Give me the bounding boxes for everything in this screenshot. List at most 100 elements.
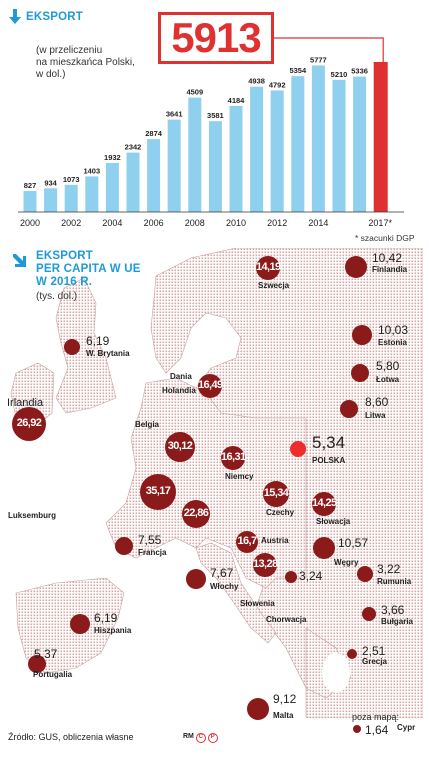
country-label: Dania	[170, 372, 192, 381]
bar-2000	[23, 191, 37, 212]
marker-value: 3,66	[381, 603, 405, 617]
marker-circle	[12, 407, 46, 441]
bar-2003	[85, 176, 99, 212]
arrow-down-icon	[9, 9, 21, 24]
logos: RM C P	[183, 733, 218, 743]
marker-circle	[357, 566, 373, 582]
marker-value: 10,57	[338, 536, 369, 550]
bar-2002	[64, 184, 78, 212]
bar-value-label: 5210	[331, 70, 348, 79]
marker-circle	[70, 614, 90, 634]
arrow-down-right-icon	[13, 254, 26, 267]
bar-value-label: 4509	[186, 88, 203, 97]
bar-2015	[332, 79, 346, 212]
logo-p-icon: P	[207, 733, 218, 743]
country-label: Bułgaria	[381, 617, 414, 626]
x-tick-label: 2004	[102, 218, 122, 228]
bar-2009	[208, 121, 222, 212]
bar-2001	[44, 188, 58, 212]
footnote: * szacunki DGP	[355, 233, 415, 243]
country-label: Szwecja	[258, 281, 290, 290]
bar-2010	[229, 105, 243, 212]
marker-value: 5,34	[312, 433, 346, 452]
export-subtitle-line-2: na mieszkańca Polski,	[36, 57, 135, 68]
x-tick-label: 2008	[185, 218, 205, 228]
source-note: Źródło: GUS, obliczenia własne	[8, 732, 134, 742]
country-label: Portugalia	[33, 670, 73, 679]
marker-value: 16,31	[221, 451, 246, 463]
export-title: EKSPORT	[26, 11, 83, 23]
x-tick-label: 2006	[144, 218, 164, 228]
export-subtitle-line-3: w dol.)	[36, 69, 66, 80]
country-label: Czechy	[266, 508, 295, 517]
marker-value: 10,42	[372, 251, 403, 265]
x-tick-label: 2012	[267, 218, 287, 228]
marker-value: 15,34	[263, 487, 289, 499]
marker-circle	[221, 446, 245, 470]
bar-2008	[188, 97, 202, 212]
marker-value: 3,22	[377, 562, 401, 576]
marker-circle	[236, 531, 258, 553]
marker-value: 14,19	[256, 261, 281, 273]
country-label: Węgry	[334, 558, 359, 567]
marker-value: 16,7	[237, 535, 257, 547]
bar-2013	[291, 76, 305, 212]
bar-2017*	[373, 62, 388, 212]
highlight-value-box: 5913	[158, 12, 274, 64]
marker-circle	[165, 432, 195, 462]
marker-value: 1,64	[365, 723, 389, 737]
marker-value: 22,86	[183, 507, 209, 519]
marker-value: 3,24	[299, 569, 323, 583]
marker-circle	[312, 492, 336, 516]
country-label: Irlandia	[7, 397, 44, 409]
marker-value: 10,03	[378, 323, 409, 337]
bar-value-label: 4184	[228, 96, 246, 105]
country-label: Cypr	[397, 723, 416, 732]
x-tick-label: 2010	[226, 218, 246, 228]
bar-value-label: 5777	[310, 55, 327, 64]
country-label: POLSKA	[312, 456, 346, 465]
bar-value-label: 2874	[145, 129, 163, 138]
country-label: Belgia	[135, 420, 160, 429]
bar-value-label: 3641	[166, 110, 183, 119]
sea-patches	[322, 653, 350, 693]
bar-2012	[270, 90, 284, 212]
marker-circle	[351, 364, 369, 382]
bar-value-label: 3581	[207, 111, 224, 120]
map-title-line-1: EKSPORT	[36, 250, 93, 262]
marker-circle	[28, 655, 46, 673]
bar-2016	[353, 76, 367, 212]
country-label: Włochy	[210, 582, 239, 591]
logo-c-icon: C	[195, 733, 206, 743]
bar-value-label: 2342	[125, 143, 142, 152]
logo-rm: RM	[183, 733, 194, 740]
marker-circle	[347, 649, 357, 659]
country-label: Łotwa	[376, 375, 400, 384]
map-title: EKSPORT PER CAPITA W UE W 2016 R.	[36, 250, 141, 289]
bar-2007	[167, 119, 181, 212]
marker-value: 30,12	[167, 440, 193, 452]
marker-circle	[186, 569, 206, 589]
marker-value: 2,51	[362, 644, 386, 658]
bar-value-label: 5336	[351, 67, 368, 76]
marker-circle	[256, 256, 280, 280]
marker-circle	[64, 339, 80, 355]
country-label: Luksemburg	[8, 511, 57, 520]
country-label: Niemcy	[225, 472, 254, 481]
x-tick-label: 2017*	[368, 218, 392, 228]
country-label: W. Brytania	[86, 349, 130, 358]
marker-circle	[140, 474, 176, 510]
country-label: Francja	[138, 548, 167, 557]
bar-2011	[250, 86, 264, 212]
country-label: Austria	[261, 536, 289, 545]
x-tick-label: 2000	[20, 218, 40, 228]
country-label: Litwa	[365, 411, 386, 420]
bar-value-label: 1403	[83, 166, 100, 175]
highlight-connector	[274, 37, 384, 62]
map-subtitle: (tys. dol.)	[36, 291, 78, 302]
marker-circle	[285, 571, 297, 583]
export-subtitle-line-1: (w przeliczeniu	[36, 45, 103, 56]
marker-value: 5,37	[34, 647, 58, 661]
marker-circle	[263, 481, 289, 507]
